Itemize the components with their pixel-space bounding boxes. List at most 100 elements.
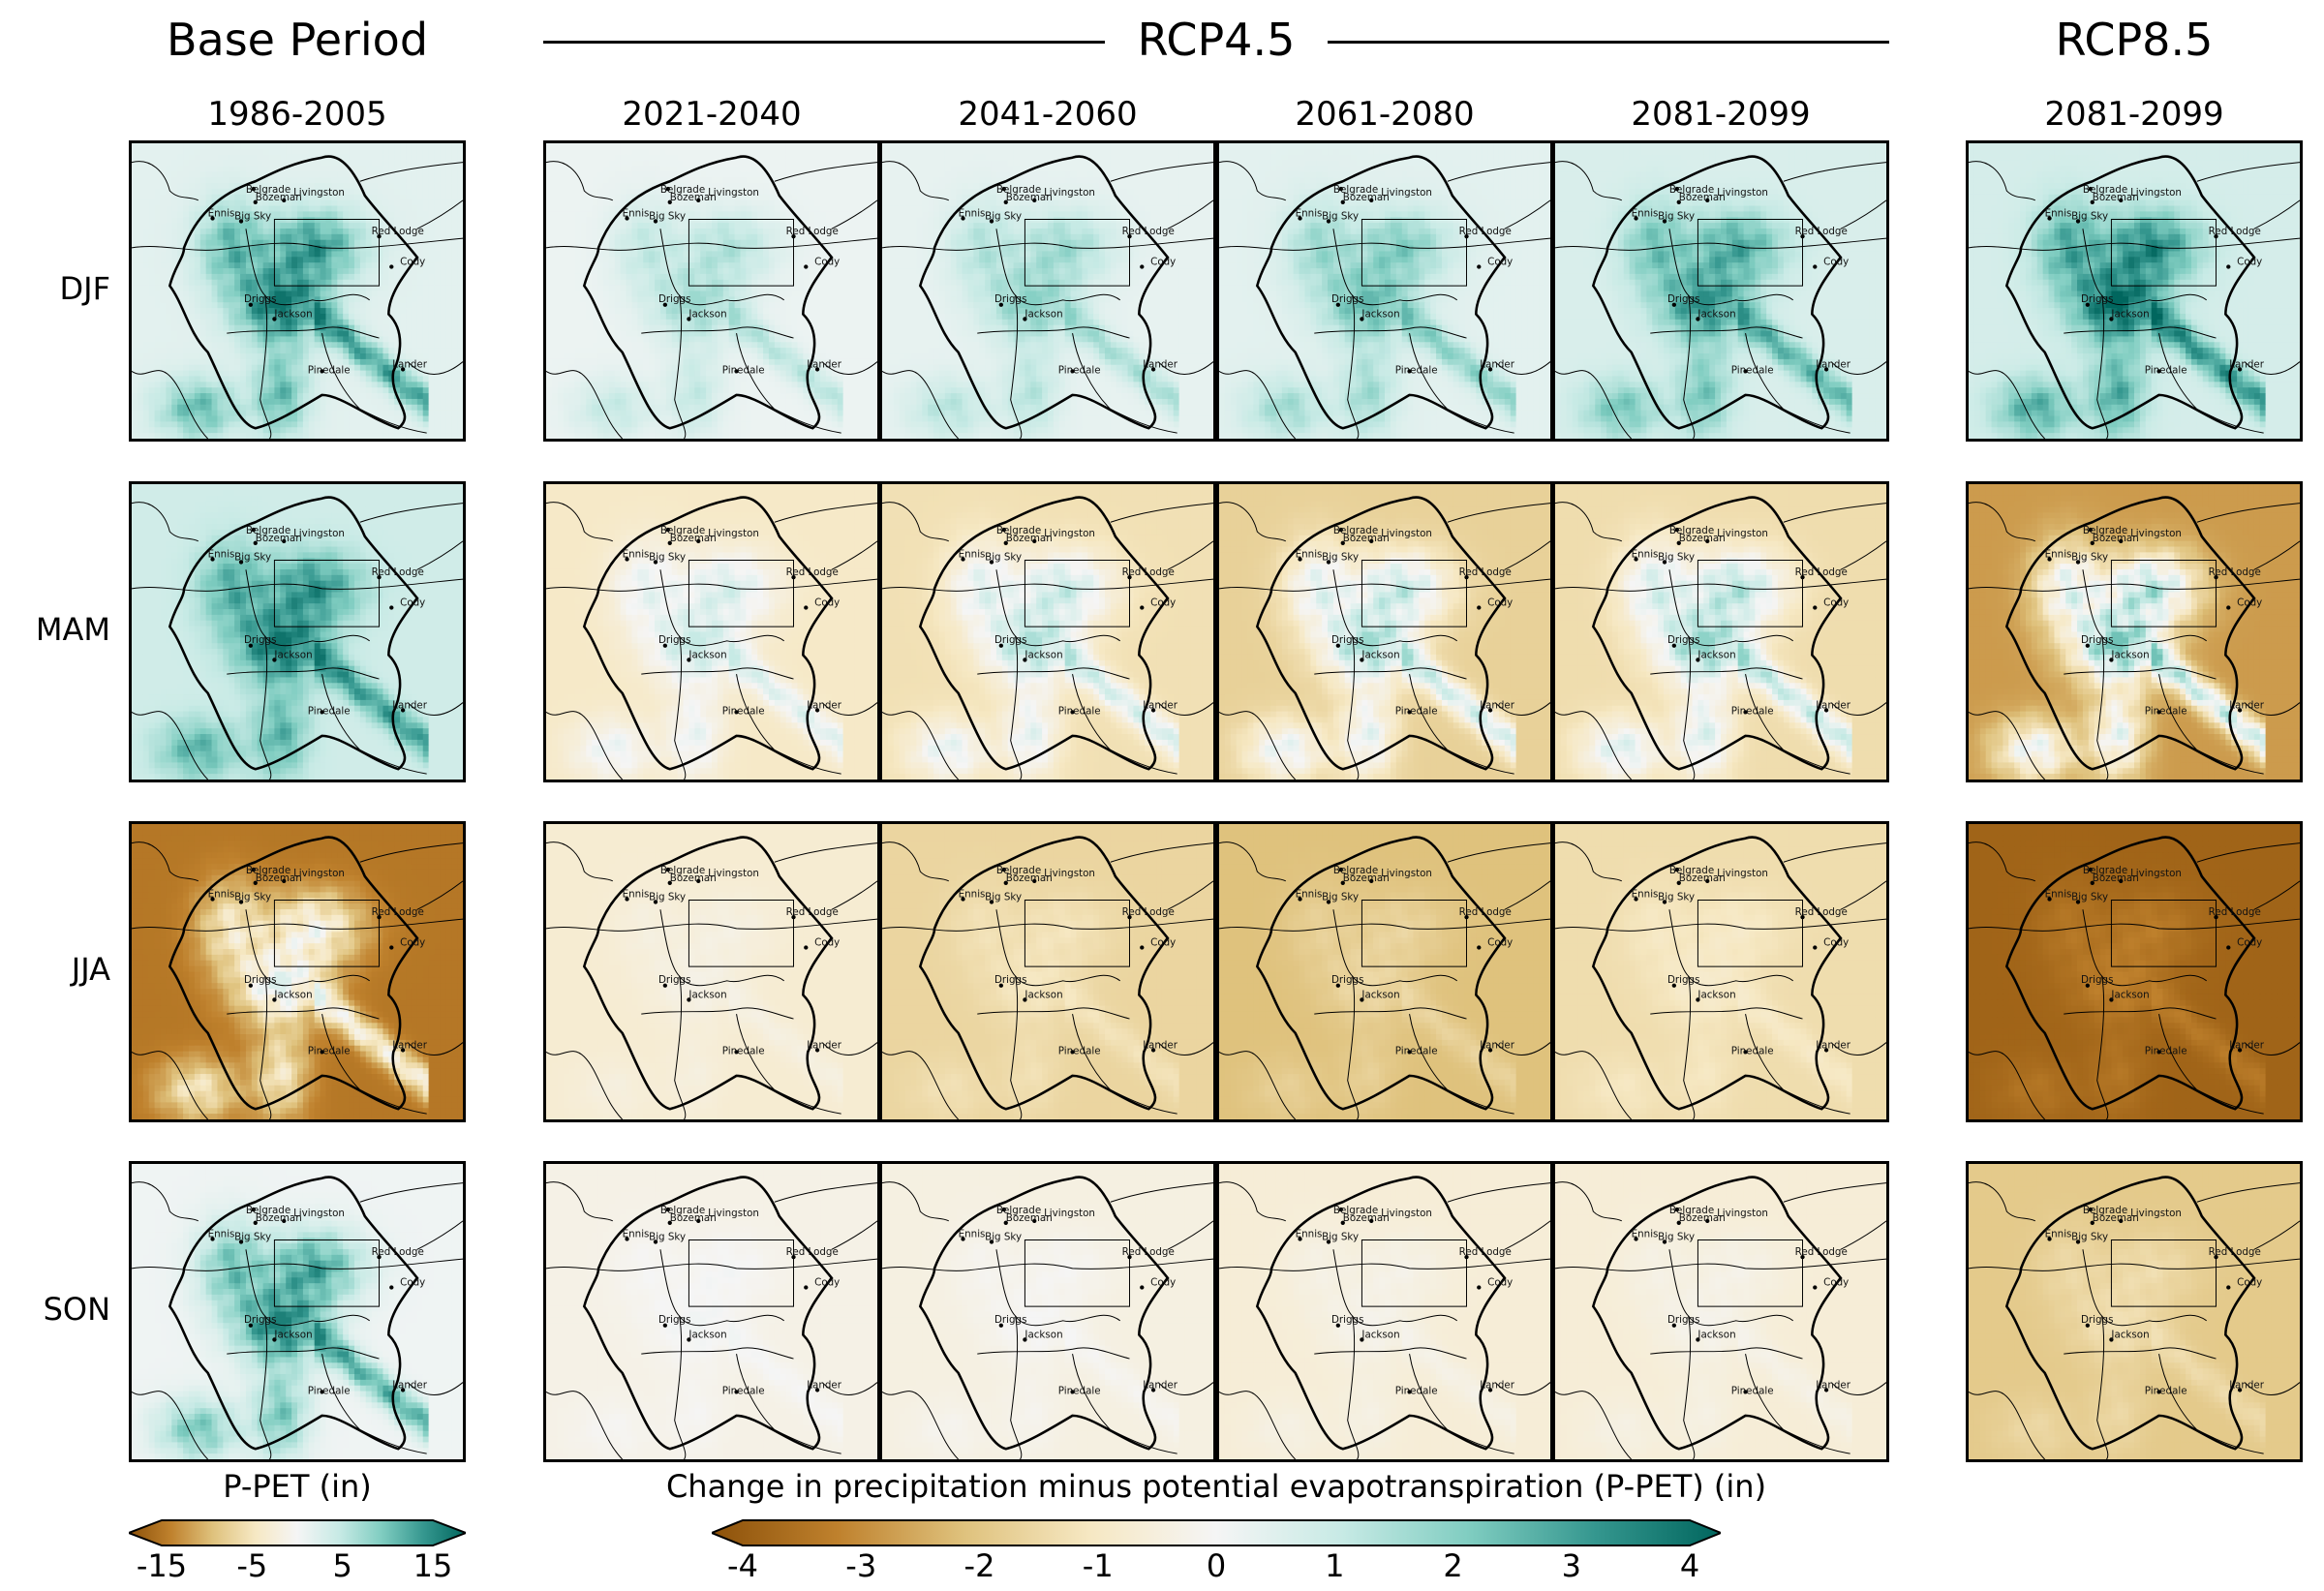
raster-cell (132, 166, 138, 171)
raster-cell (263, 246, 269, 252)
raster-cell (223, 223, 229, 229)
raster-cell (234, 302, 240, 308)
raster-cell (417, 376, 423, 382)
raster-cell (417, 399, 423, 405)
raster-cell (372, 161, 378, 167)
raster-cell (832, 171, 838, 177)
raster-cell (700, 320, 706, 325)
raster-cell (160, 314, 166, 320)
raster-cell (291, 336, 297, 342)
raster-cell (627, 274, 632, 280)
raster-cell (751, 234, 757, 240)
raster-cell (574, 291, 580, 297)
raster-cell (303, 348, 309, 353)
raster-cell (792, 200, 798, 206)
raster-cell (372, 211, 378, 217)
raster-cell (331, 286, 337, 291)
raster-cell (263, 320, 269, 325)
raster-cell (746, 251, 751, 257)
raster-cell (445, 433, 451, 439)
raster-cell (435, 296, 441, 302)
raster-cell (234, 393, 240, 399)
raster-cell (360, 155, 366, 161)
raster-cell (872, 177, 877, 183)
raster-cell (349, 280, 354, 286)
raster-cell (615, 223, 621, 229)
raster-cell (552, 149, 558, 155)
raster-cell (183, 274, 189, 280)
raster-cell (429, 257, 435, 262)
raster-cell (229, 296, 234, 302)
raster-cell (321, 268, 326, 274)
city-label: Big Sky (234, 210, 271, 222)
raster-cell (735, 280, 741, 286)
raster-cell (321, 320, 326, 325)
raster-cell (580, 257, 586, 262)
raster-cell (132, 314, 138, 320)
raster-cell (757, 262, 763, 268)
raster-cell (206, 268, 212, 274)
raster-cell (569, 206, 575, 212)
raster-cell (229, 325, 234, 331)
raster-cell (286, 246, 291, 252)
raster-cell (315, 234, 321, 240)
raster-cell (803, 166, 809, 171)
raster-cell (143, 393, 149, 399)
raster-cell (574, 314, 580, 320)
raster-cell (751, 177, 757, 183)
raster-cell (372, 387, 378, 393)
raster-cell (378, 405, 383, 411)
raster-cell (303, 177, 309, 183)
raster-cell (423, 393, 429, 399)
raster-cell (143, 217, 149, 223)
raster-cell (574, 331, 580, 337)
raster-cell (740, 314, 746, 320)
raster-cell (838, 183, 843, 189)
raster-cell (269, 155, 275, 161)
raster-cell (234, 166, 240, 171)
raster-cell (229, 240, 234, 246)
raster-cell (206, 280, 212, 286)
raster-cell (354, 336, 360, 342)
raster-cell (660, 155, 666, 161)
raster-cell (189, 302, 195, 308)
raster-cell (160, 183, 166, 189)
raster-cell (183, 166, 189, 171)
raster-cell (297, 348, 303, 353)
raster-cell (729, 262, 735, 268)
raster-cell (400, 246, 406, 252)
raster-cell (360, 280, 366, 286)
raster-cell (412, 149, 417, 155)
raster-cell (649, 177, 655, 183)
raster-cell (315, 286, 321, 291)
raster-cell (603, 200, 609, 206)
raster-cell (457, 382, 463, 387)
raster-cell (212, 161, 218, 167)
raster-cell (814, 291, 820, 297)
raster-cell (631, 240, 637, 246)
raster-cell (160, 217, 166, 223)
raster-cell (149, 331, 155, 337)
raster-cell (746, 217, 751, 223)
raster-cell (366, 251, 372, 257)
raster-cell (297, 331, 303, 337)
raster-cell (445, 240, 451, 246)
raster-cell (360, 274, 366, 280)
raster-cell (382, 371, 388, 377)
raster-cell (315, 200, 321, 206)
raster-cell (331, 223, 337, 229)
raster-cell (780, 320, 786, 325)
raster-cell (688, 257, 694, 262)
raster-cell (155, 371, 161, 377)
raster-cell (423, 211, 429, 217)
raster-cell (445, 200, 451, 206)
raster-cell (321, 421, 326, 427)
raster-cell (546, 166, 552, 171)
raster-cell (337, 320, 343, 325)
raster-cell (621, 251, 627, 257)
raster-cell (780, 246, 786, 252)
raster-cell (423, 155, 429, 161)
raster-cell (735, 229, 741, 234)
raster-cell (660, 143, 666, 149)
raster-cell (309, 353, 315, 359)
